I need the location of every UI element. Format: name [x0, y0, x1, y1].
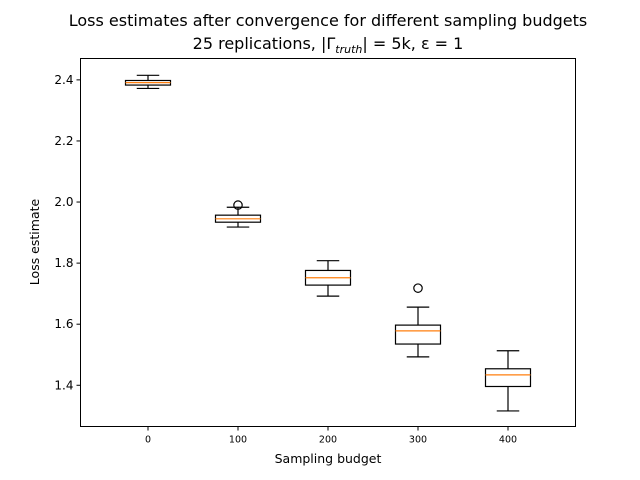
chart-title: Loss estimates after convergence for dif… [69, 11, 588, 30]
subtitle-subscript: truth [335, 43, 362, 56]
y-tick-label: 1.8 [54, 256, 73, 270]
y-tick-label: 2.0 [54, 195, 73, 209]
axes-frame [80, 58, 576, 427]
plot-area: 1.4 1.6 1.8 2.0 2.2 2.4 0 100 200 300 400 [54, 73, 532, 446]
outlier-point [413, 283, 423, 293]
x-tick-label: 400 [499, 435, 517, 446]
y-tick-label: 1.4 [54, 378, 73, 392]
x-tick-label: 0 [145, 435, 151, 446]
x-axis-label: Sampling budget [275, 451, 382, 466]
subtitle-prefix: 25 replications, |Γ [193, 34, 336, 53]
iqr-box [394, 324, 442, 345]
x-tick-label: 300 [409, 435, 427, 446]
x-tick-label: 100 [229, 435, 247, 446]
y-tick-label: 1.6 [54, 317, 73, 331]
x-tick-label: 200 [319, 435, 337, 446]
chart-subtitle: 25 replications, |Γtruth| = 5k, ε = 1 [193, 34, 464, 56]
y-axis-label: Loss estimate [27, 198, 42, 285]
iqr-box [484, 368, 532, 388]
subtitle-suffix: | = 5k, ε = 1 [362, 34, 463, 53]
y-tick-label: 2.4 [54, 73, 73, 87]
y-tick-label: 2.2 [54, 134, 73, 148]
outlier-point [233, 200, 243, 210]
